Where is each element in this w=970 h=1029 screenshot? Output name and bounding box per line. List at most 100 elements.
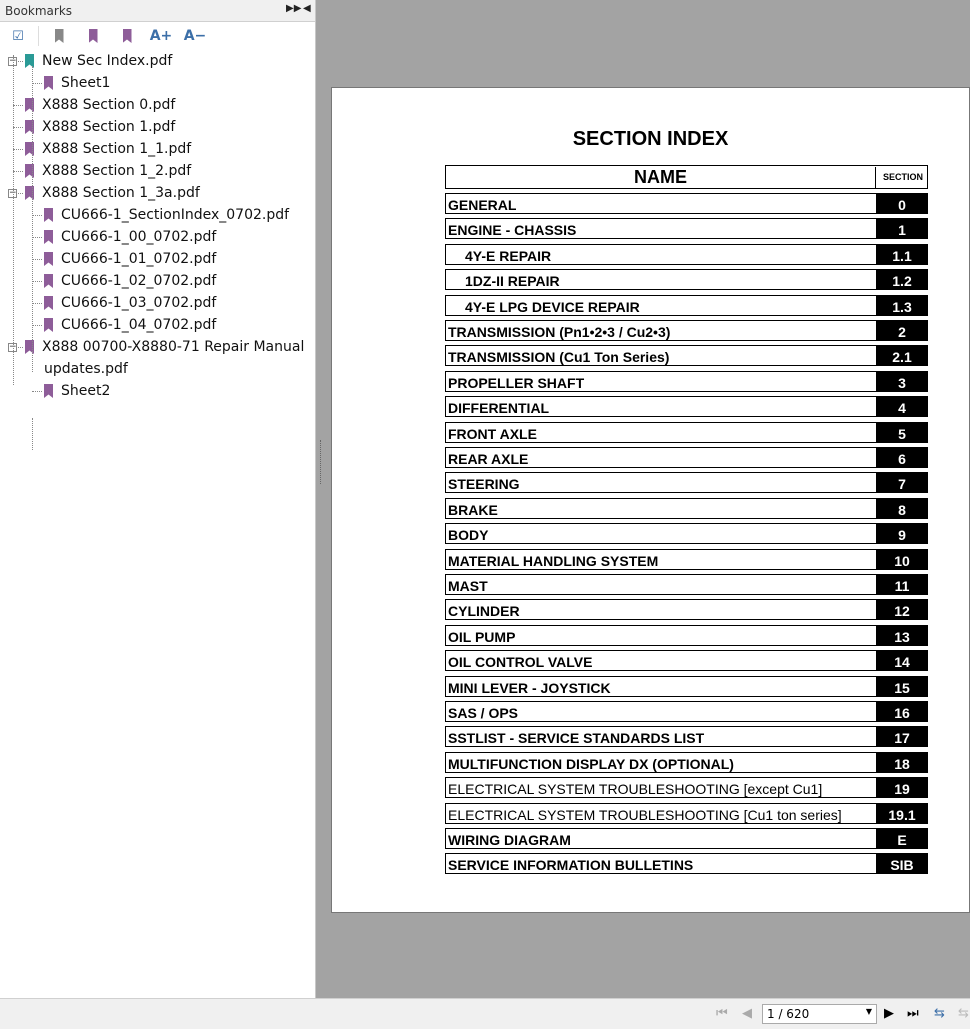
- tree-connector: [32, 325, 42, 326]
- header-name: NAME: [446, 167, 876, 189]
- tree-connector: [32, 83, 42, 84]
- table-header: NAME SECTION: [445, 165, 928, 189]
- section-number: 8: [876, 497, 928, 519]
- section-row[interactable]: FRONT AXLE 5: [445, 421, 928, 443]
- collapse-toggle-icon[interactable]: −: [8, 342, 17, 352]
- section-row[interactable]: 4Y-E REPAIR 1.1: [445, 243, 928, 265]
- section-row[interactable]: MINI LEVER - JOYSTICK 15: [445, 675, 928, 697]
- collapse-toggle-icon[interactable]: −: [8, 188, 17, 198]
- bookmark-label: CU666-1_SectionIndex_0702.pdf: [61, 207, 290, 223]
- bookmark-item[interactable]: CU666-1_01_0702.pdf: [44, 248, 216, 270]
- bookmark-icon: [44, 252, 53, 266]
- section-row[interactable]: SERVICE INFORMATION BULLETINS SIB: [445, 853, 928, 875]
- section-row[interactable]: TRANSMISSION (Cu1 Ton Series) 2.1: [445, 345, 928, 367]
- increase-font-icon[interactable]: A+: [149, 28, 173, 44]
- bookmarks-panel: Bookmarks ▶▶ ◀ ☑ A+ A− New Sec Index.pdf…: [0, 0, 316, 998]
- bookmark-item[interactable]: X888 Section 1.pdf: [25, 116, 175, 138]
- section-name: DIFFERENTIAL: [445, 396, 876, 418]
- bookmark-item[interactable]: X888 00700-X8880-71 Repair Manual: [25, 336, 304, 358]
- bookmark-item[interactable]: X888 Section 1_3a.pdf: [25, 182, 200, 204]
- bookmark-label: New Sec Index.pdf: [42, 53, 173, 69]
- bookmark-item[interactable]: CU666-1_00_0702.pdf: [44, 226, 216, 248]
- bookmark-item[interactable]: CU666-1_04_0702.pdf: [44, 314, 216, 336]
- bookmark-item[interactable]: Sheet2: [44, 380, 110, 402]
- section-row[interactable]: OIL CONTROL VALVE 14: [445, 650, 928, 672]
- section-name: 4Y-E LPG DEVICE REPAIR: [445, 294, 876, 316]
- first-page-icon[interactable]: ⏮: [716, 1006, 728, 1021]
- section-row[interactable]: SSTLIST - SERVICE STANDARDS LIST 17: [445, 726, 928, 748]
- section-row[interactable]: MAST 11: [445, 574, 928, 595]
- section-row[interactable]: CYLINDER 12: [445, 599, 928, 621]
- section-row[interactable]: ENGINE - CHASSIS 1: [445, 218, 928, 240]
- goto-bookmark-icon[interactable]: [117, 26, 137, 46]
- delete-bookmark-icon[interactable]: [49, 26, 69, 46]
- section-number: 14: [876, 650, 928, 672]
- previous-view-icon[interactable]: ⇆: [934, 1006, 945, 1021]
- section-row[interactable]: MATERIAL HANDLING SYSTEM 10: [445, 548, 928, 570]
- section-row[interactable]: TRANSMISSION (Pn1•2•3 / Cu2•3) 2: [445, 320, 928, 341]
- bookmark-icon: [44, 318, 53, 332]
- decrease-font-icon[interactable]: A−: [183, 28, 207, 44]
- section-name: MATERIAL HANDLING SYSTEM: [445, 548, 876, 570]
- bookmark-item[interactable]: updates.pdf: [44, 358, 128, 380]
- tree-connector: [13, 55, 14, 385]
- bookmark-icon: [25, 120, 34, 134]
- section-row[interactable]: OIL PUMP 13: [445, 624, 928, 646]
- section-number: 1.2: [876, 269, 928, 291]
- section-number: 3: [876, 370, 928, 392]
- panel-splitter[interactable]: [317, 0, 331, 998]
- section-row[interactable]: STEERING 7: [445, 472, 928, 494]
- bookmark-label: updates.pdf: [44, 361, 128, 377]
- section-row[interactable]: REAR AXLE 6: [445, 447, 928, 468]
- section-row[interactable]: MULTIFUNCTION DISPLAY DX (OPTIONAL) 18: [445, 751, 928, 773]
- bookmark-icon: [44, 384, 53, 398]
- page-number-input[interactable]: 1 / 620 ▼: [762, 1004, 877, 1024]
- section-row[interactable]: DIFFERENTIAL 4: [445, 396, 928, 418]
- bookmark-item[interactable]: CU666-1_03_0702.pdf: [44, 292, 216, 314]
- tree-connector: [13, 127, 23, 128]
- section-row[interactable]: PROPELLER SHAFT 3: [445, 370, 928, 392]
- section-number: SIB: [876, 853, 928, 875]
- section-row[interactable]: BRAKE 8: [445, 497, 928, 519]
- splitter-grip[interactable]: [320, 440, 323, 484]
- section-row[interactable]: 1DZ-II REPAIR 1.2: [445, 269, 928, 291]
- bookmark-item[interactable]: CU666-1_02_0702.pdf: [44, 270, 216, 292]
- bookmark-item[interactable]: X888 Section 1_1.pdf: [25, 138, 191, 160]
- bookmark-item[interactable]: X888 Section 1_2.pdf: [25, 160, 191, 182]
- bookmark-label: Sheet1: [61, 75, 111, 91]
- section-row[interactable]: ELECTRICAL SYSTEM TROUBLESHOOTING [excep…: [445, 777, 928, 799]
- next-page-icon[interactable]: ▶: [884, 1006, 894, 1021]
- bookmark-item[interactable]: New Sec Index.pdf: [25, 50, 172, 72]
- section-row[interactable]: ELECTRICAL SYSTEM TROUBLESHOOTING [Cu1 t…: [445, 802, 928, 824]
- section-row[interactable]: BODY 9: [445, 523, 928, 545]
- bookmark-icon: [25, 186, 34, 200]
- tree-connector: [13, 61, 23, 62]
- previous-page-icon[interactable]: ◀: [742, 1006, 752, 1021]
- bookmark-icon: [44, 208, 53, 222]
- section-name: ELECTRICAL SYSTEM TROUBLESHOOTING [excep…: [445, 777, 876, 799]
- add-bookmark-icon[interactable]: [83, 26, 103, 46]
- bookmark-icon: [25, 340, 34, 354]
- section-name: ENGINE - CHASSIS: [445, 218, 876, 240]
- bookmark-label: X888 Section 1_1.pdf: [42, 141, 192, 157]
- bookmark-item[interactable]: CU666-1_SectionIndex_0702.pdf: [44, 204, 289, 226]
- section-name: GENERAL: [445, 193, 876, 214]
- section-row[interactable]: SAS / OPS 16: [445, 701, 928, 722]
- collapse-toggle-icon[interactable]: −: [8, 56, 17, 66]
- bookmark-item[interactable]: Sheet1: [44, 72, 110, 94]
- section-row[interactable]: GENERAL 0: [445, 193, 928, 214]
- next-view-icon[interactable]: ⇆: [958, 1006, 969, 1021]
- expand-panel-icon[interactable]: ▶▶: [286, 3, 302, 14]
- bookmark-label: CU666-1_01_0702.pdf: [61, 251, 217, 267]
- tree-connector: [32, 303, 42, 304]
- expand-all-icon[interactable]: ☑: [12, 28, 24, 44]
- collapse-panel-icon[interactable]: ◀: [303, 3, 311, 14]
- last-page-icon[interactable]: ⏭: [907, 1006, 919, 1021]
- toolbar-divider: [38, 26, 39, 46]
- section-row[interactable]: 4Y-E LPG DEVICE REPAIR 1.3: [445, 294, 928, 316]
- section-name: SAS / OPS: [445, 701, 876, 722]
- section-row[interactable]: WIRING DIAGRAM E: [445, 828, 928, 849]
- chevron-down-icon[interactable]: ▼: [865, 1007, 872, 1016]
- bookmark-item[interactable]: X888 Section 0.pdf: [25, 94, 175, 116]
- section-number: 9: [876, 523, 928, 545]
